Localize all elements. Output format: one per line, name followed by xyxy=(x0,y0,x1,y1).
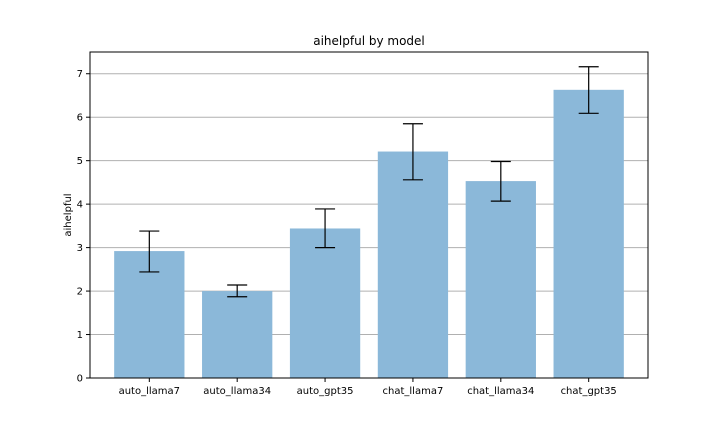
y-tick-label: 1 xyxy=(77,330,83,341)
bar-layer xyxy=(114,89,624,378)
bar xyxy=(377,151,449,378)
y-tick-label: 4 xyxy=(77,200,83,211)
y-tick-label: 2 xyxy=(77,287,83,298)
chart-title: aihelpful by model xyxy=(313,34,425,48)
plot-frame xyxy=(89,51,649,379)
y-tick-label: 5 xyxy=(77,156,83,167)
x-tick-label: chat_gpt35 xyxy=(561,386,617,397)
y-tick-label: 0 xyxy=(77,374,83,385)
y-tick-label: 7 xyxy=(77,69,83,80)
x-tick-label: chat_llama34 xyxy=(467,386,534,397)
bar xyxy=(289,228,361,378)
x-tick-label: auto_llama34 xyxy=(203,386,271,397)
errorbar-layer xyxy=(139,66,599,298)
x-tick-label: auto_gpt35 xyxy=(297,386,354,397)
y-tick-label: 3 xyxy=(77,243,83,254)
x-tick-label: auto_llama7 xyxy=(119,386,180,397)
x-tick-label: chat_llama7 xyxy=(383,386,444,397)
bar xyxy=(553,89,624,378)
axis-layer: 0 1 2 3 4 5 6 7 auto_llama7 auto_llama34 auto_gpt3… xyxy=(77,69,617,397)
bar xyxy=(202,291,273,378)
bar xyxy=(465,181,536,378)
y-axis-label: aihelpful xyxy=(63,193,74,236)
y-tick-label: 6 xyxy=(77,113,83,124)
